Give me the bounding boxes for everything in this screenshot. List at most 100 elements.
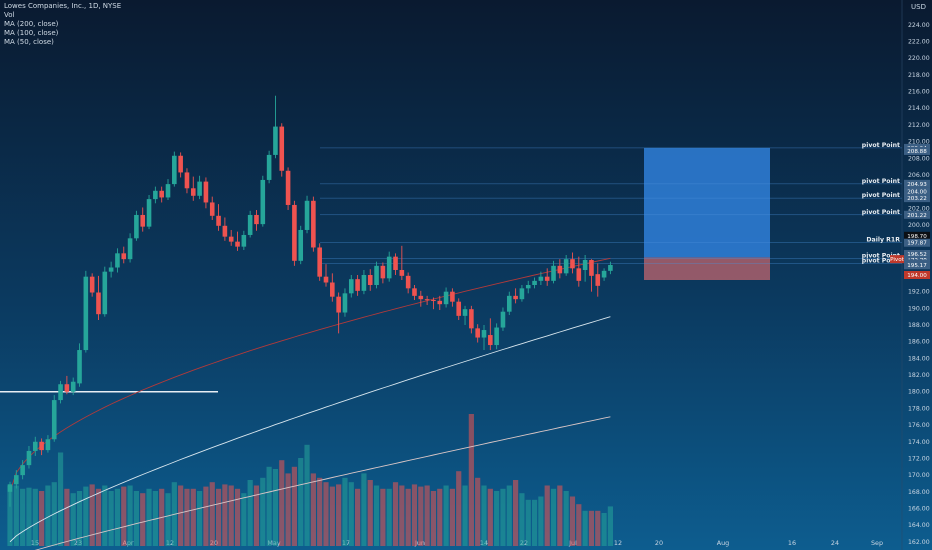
- candle-body: [323, 276, 329, 283]
- candle-body: [443, 291, 449, 305]
- volume-bar: [462, 485, 468, 546]
- candle-body: [595, 274, 601, 286]
- volume-bar: [133, 491, 139, 546]
- candle-body: [45, 439, 51, 451]
- legend-volume: Vol: [4, 11, 15, 19]
- volume-bar: [209, 482, 215, 546]
- candle-body: [525, 285, 531, 289]
- candle-body: [228, 236, 234, 242]
- volume-bar: [538, 496, 544, 546]
- volume-bar: [550, 488, 557, 546]
- price-tag-label: 197.87: [907, 241, 927, 247]
- candle-body: [500, 311, 506, 328]
- candle-body: [532, 280, 537, 286]
- candle-body: [608, 264, 613, 271]
- candle-body: [51, 400, 57, 440]
- legend-title: Lowes Companies, Inc., 1D, NYSE: [4, 2, 122, 10]
- price-tag: [904, 210, 930, 219]
- volume-bar: [342, 477, 348, 546]
- candle-body: [462, 309, 468, 316]
- volume-bar: [184, 488, 190, 546]
- candle-body: [20, 465, 25, 476]
- candle-body: [184, 172, 190, 189]
- volume-bar: [525, 499, 531, 546]
- price-tag-label: 201.22: [907, 213, 927, 219]
- candle-body: [127, 238, 133, 260]
- candle-body: [399, 269, 405, 276]
- candle-body: [96, 292, 101, 315]
- volume-bar: [13, 485, 19, 546]
- volume-bar: [298, 458, 304, 546]
- volume-bar: [487, 488, 493, 546]
- candle-body: [317, 247, 322, 277]
- candle-body: [260, 179, 266, 225]
- candle-body: [576, 268, 582, 281]
- volume-bar: [367, 480, 373, 546]
- y-tick-label: 166.00: [908, 505, 930, 512]
- volume-bar: [228, 485, 234, 546]
- candle-body: [108, 267, 114, 272]
- candle-body: [197, 181, 202, 196]
- price-tag-label: 204.00: [907, 190, 927, 196]
- x-tick-label: 24: [831, 539, 839, 547]
- volume-bar: [7, 485, 13, 546]
- candle-body: [456, 301, 462, 316]
- ma200-line: [34, 416, 611, 550]
- candle-body: [386, 256, 392, 279]
- price-tag-label: 203.22: [907, 196, 927, 202]
- candle-body: [342, 293, 348, 313]
- target-zone: [644, 147, 770, 258]
- candle-body: [570, 259, 575, 269]
- volume-bar: [64, 488, 70, 546]
- candle-body: [58, 384, 63, 401]
- volume-bar: [234, 488, 241, 546]
- candle-body: [348, 279, 354, 294]
- volume-bar: [563, 491, 569, 546]
- currency-value: USD: [911, 3, 926, 11]
- y-tick-label: 184.00: [908, 355, 930, 362]
- y-tick-label: 172.00: [908, 455, 930, 462]
- candle-body: [418, 295, 424, 300]
- price-tag-label: 208.88: [907, 149, 927, 155]
- volume-bar: [582, 510, 588, 546]
- volume-bar: [355, 488, 361, 546]
- y-tick-label: 178.00: [908, 405, 930, 412]
- candle-body: [247, 214, 253, 235]
- volume-bar: [215, 488, 222, 546]
- y-tick-label: 174.00: [908, 439, 930, 446]
- volume-bar: [197, 491, 203, 546]
- candle-body: [494, 327, 499, 346]
- volume-bar: [411, 484, 418, 546]
- y-tick-label: 200.00: [908, 222, 930, 229]
- candle-body: [39, 441, 44, 451]
- volume-bar: [576, 504, 582, 546]
- currency-label[interactable]: USD: [911, 3, 926, 11]
- candle-body: [481, 330, 487, 338]
- volume-bar: [190, 488, 196, 546]
- volume-bar: [57, 452, 64, 546]
- legend-ma100: MA (100, close): [4, 29, 59, 37]
- volume-bar: [291, 466, 297, 546]
- candle-body: [134, 214, 139, 239]
- y-tick-label: 190.00: [908, 305, 930, 312]
- y-tick-label: 218.00: [908, 72, 930, 79]
- candle-body: [304, 200, 310, 230]
- candle-body: [538, 276, 544, 281]
- price-tag-label: 195.98: [907, 256, 927, 262]
- candle-body: [601, 270, 607, 278]
- candle-body: [475, 328, 480, 338]
- price-tag-label: 195.17: [907, 263, 927, 269]
- volume-bar: [418, 486, 424, 546]
- x-tick-label: 16: [788, 539, 796, 547]
- volume-bar: [140, 493, 146, 546]
- stop-zone: [644, 257, 770, 281]
- pivot-label: pivot Point: [862, 258, 900, 265]
- candle-body: [241, 234, 247, 247]
- candle-body: [254, 214, 259, 225]
- volume-bar: [266, 466, 272, 546]
- legend-ma50: MA (50, close): [4, 38, 54, 46]
- volume-bar: [595, 510, 601, 546]
- volume-bar: [247, 480, 253, 546]
- candle-body: [551, 265, 556, 281]
